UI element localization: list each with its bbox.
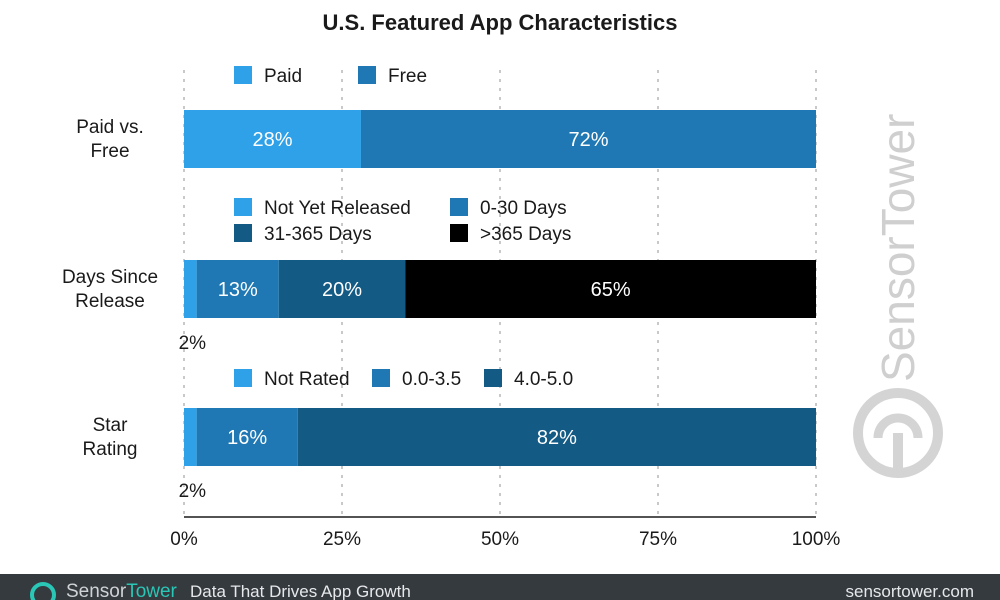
legend-swatch xyxy=(234,198,252,216)
bar-segment xyxy=(184,110,361,168)
footer-url[interactable]: sensortower.com xyxy=(845,582,975,600)
legend-entry: 0.0-3.5 xyxy=(402,369,461,390)
legend-swatch xyxy=(450,198,468,216)
x-tick-label: 25% xyxy=(323,529,361,550)
data-label-outside: 2% xyxy=(179,333,207,354)
x-axis: 0% 25% 50% 75% 100% xyxy=(170,516,841,550)
bar-segment xyxy=(184,260,197,318)
chart-title: U.S. Featured App Characteristics xyxy=(323,10,678,35)
footer-brand-part1: Sensor xyxy=(66,581,127,600)
data-label: 65% xyxy=(591,279,631,301)
bar-segment xyxy=(184,408,197,466)
category-label: Paid vs. Free xyxy=(76,117,144,162)
legend-swatch xyxy=(484,369,502,387)
watermark-brand: SensorTower xyxy=(872,114,924,382)
legend-entry: 4.0-5.0 xyxy=(514,369,573,390)
legend-swatch xyxy=(358,66,376,84)
bar-segment xyxy=(196,260,279,318)
data-label: 16% xyxy=(227,427,267,449)
category-label: Star Rating xyxy=(83,415,138,460)
bar-segment xyxy=(196,408,298,466)
x-tick-label: 0% xyxy=(170,529,198,550)
bar-segment xyxy=(297,408,816,466)
legend-swatch xyxy=(234,66,252,84)
data-label: 13% xyxy=(218,279,258,301)
legend-swatch xyxy=(372,369,390,387)
footer-brand: SensorTower xyxy=(66,581,177,600)
legend-entry: Paid xyxy=(264,66,302,87)
category-label: Days Since Release xyxy=(62,267,158,312)
x-tick-label: 75% xyxy=(639,529,677,550)
data-label: 20% xyxy=(322,279,362,301)
legend-swatch xyxy=(450,224,468,242)
legend-entry: 0-30 Days xyxy=(480,198,567,219)
footer-tagline: Data That Drives App Growth xyxy=(190,582,411,600)
data-label: 28% xyxy=(252,129,292,151)
data-label-outside: 2% xyxy=(179,481,207,502)
data-label: 82% xyxy=(537,427,577,449)
bar-segment xyxy=(360,110,816,168)
footer-bar: SensorTower Data That Drives App Growth … xyxy=(0,574,1000,600)
watermark: SensorTower xyxy=(853,114,943,478)
bar-segment xyxy=(278,260,406,318)
bars: Paid Free Paid vs. Free 28% 72% Not Yet Releas… xyxy=(62,66,816,502)
data-label: 72% xyxy=(568,129,608,151)
bar-segment xyxy=(405,260,816,318)
footer-brand-part2: Tower xyxy=(126,581,177,600)
legend-swatch xyxy=(234,369,252,387)
sensortower-logo-icon xyxy=(30,582,56,600)
legend-entry: Free xyxy=(388,66,427,87)
legend-swatch xyxy=(234,224,252,242)
bar-group-2: Not Rated 0.0-3.5 4.0-5.0 Star Rating 2% 16% 82… xyxy=(83,369,816,502)
legend-entry: 31-365 Days xyxy=(264,224,372,245)
x-tick-label: 50% xyxy=(481,529,519,550)
x-tick-label: 100% xyxy=(792,529,841,550)
watermark-logo-icon xyxy=(853,388,943,478)
bar-group-0: Paid Free Paid vs. Free 28% 72% xyxy=(76,66,816,168)
legend-entry: Not Yet Released xyxy=(264,198,411,219)
bar-group-1: Not Yet Released 0-30 Days 31-365 Days >365… xyxy=(62,198,816,354)
legend-entry: Not Rated xyxy=(264,369,350,390)
stacked-bar-chart: U.S. Featured App Characteristics Sensor… xyxy=(62,10,943,550)
legend-entry: >365 Days xyxy=(480,224,571,245)
